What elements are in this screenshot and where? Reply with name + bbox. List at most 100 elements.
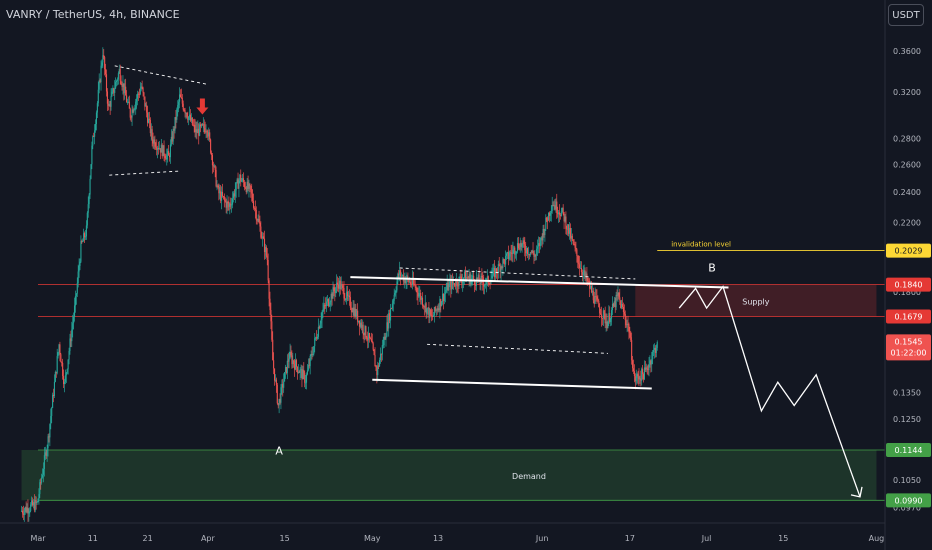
candle [620, 300, 622, 309]
candle [41, 473, 43, 485]
candle [100, 60, 102, 91]
candle [594, 287, 596, 305]
candle [429, 308, 431, 324]
candle [422, 304, 424, 310]
x-tick-label: Apr [201, 534, 216, 543]
candle [92, 135, 94, 150]
candle [258, 210, 260, 224]
candle [179, 87, 181, 109]
candle [328, 296, 330, 308]
candle [301, 365, 303, 388]
candle [37, 498, 39, 503]
candle [89, 175, 91, 200]
candle [508, 250, 510, 261]
candle [498, 256, 500, 267]
candle [147, 112, 150, 124]
candle [288, 351, 290, 369]
candle [358, 320, 360, 324]
candle [263, 232, 265, 240]
candle [33, 494, 35, 513]
solid-trendline-0 [350, 276, 729, 289]
candle [593, 291, 595, 308]
candle [249, 182, 251, 193]
candle [355, 303, 357, 320]
candle [336, 274, 338, 294]
candle [562, 204, 564, 216]
candle [82, 238, 84, 243]
candle [507, 245, 509, 266]
candle [252, 193, 255, 210]
candle [202, 117, 204, 133]
candle [61, 361, 63, 367]
candle [474, 281, 477, 291]
candle [417, 287, 419, 305]
candle [147, 105, 149, 127]
candle [194, 119, 196, 138]
candle [116, 77, 119, 86]
candle [640, 370, 642, 387]
candle [28, 508, 30, 522]
candle [523, 236, 525, 248]
candle [360, 319, 362, 331]
candle [216, 180, 218, 191]
candle [120, 75, 122, 86]
x-tick-label: Jul [701, 534, 712, 543]
candle [226, 195, 228, 215]
candle [31, 497, 34, 507]
candle [501, 265, 503, 270]
candle [393, 288, 395, 305]
candle [184, 107, 186, 118]
candle [404, 276, 406, 284]
y-tick-label: 0.1350 [893, 388, 921, 397]
candle [263, 230, 266, 260]
candle [308, 358, 310, 369]
candle [135, 98, 137, 115]
candle [173, 126, 175, 139]
candle [156, 139, 158, 156]
candle [575, 241, 577, 254]
candle [161, 143, 163, 159]
candle [178, 99, 180, 113]
candle [252, 189, 254, 204]
candle [180, 88, 182, 99]
candle [552, 201, 554, 207]
candle [25, 501, 27, 514]
candle [367, 331, 369, 349]
candle [321, 310, 323, 328]
candle [581, 269, 583, 282]
candle [505, 250, 507, 272]
currency-button[interactable]: USDT [888, 4, 924, 26]
current-price-tag [886, 334, 931, 361]
candle [128, 95, 130, 109]
candle [467, 276, 469, 280]
candle [441, 301, 443, 307]
candle [544, 228, 546, 242]
candle [217, 184, 219, 189]
candle [343, 281, 345, 305]
candle [543, 224, 545, 238]
candle [610, 317, 612, 327]
candle [158, 141, 161, 150]
candle [457, 281, 459, 294]
candle [296, 366, 298, 380]
candle [572, 239, 574, 246]
candle [557, 206, 559, 218]
candle [331, 292, 333, 306]
candle [142, 86, 144, 97]
candle [299, 367, 301, 380]
candle [391, 299, 393, 311]
y-tick-label: 0.3200 [893, 88, 921, 97]
candle [364, 324, 366, 341]
candle [446, 274, 448, 294]
candle [22, 505, 24, 521]
candle [554, 199, 556, 211]
candle [221, 186, 223, 210]
candle [517, 237, 519, 251]
candle [91, 141, 93, 170]
candle [264, 243, 266, 259]
candle [555, 198, 557, 213]
candle [648, 356, 650, 377]
candle [38, 488, 40, 505]
candle [327, 298, 329, 308]
